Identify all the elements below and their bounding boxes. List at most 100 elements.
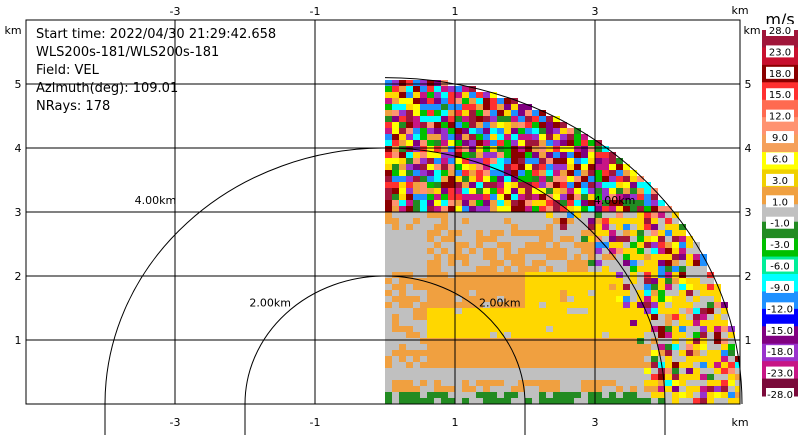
velocity-cell — [658, 224, 665, 230]
velocity-cell — [518, 350, 525, 356]
velocity-cell — [707, 326, 714, 332]
velocity-cell — [427, 320, 434, 326]
velocity-cell — [406, 392, 413, 398]
velocity-cell — [427, 314, 434, 320]
velocity-cell — [637, 398, 644, 404]
velocity-cell — [518, 254, 525, 260]
velocity-cell — [588, 338, 595, 344]
velocity-cell — [448, 116, 455, 122]
velocity-cell — [658, 248, 665, 254]
velocity-cell — [427, 290, 434, 296]
velocity-cell — [595, 326, 602, 332]
velocity-cell — [385, 116, 392, 122]
velocity-cell — [399, 344, 406, 350]
velocity-cell — [525, 212, 532, 218]
velocity-cell — [406, 104, 413, 110]
velocity-cell — [497, 242, 504, 248]
velocity-cell — [476, 218, 483, 224]
velocity-cell — [567, 398, 574, 404]
velocity-cell — [511, 392, 518, 398]
velocity-cell — [560, 158, 567, 164]
velocity-cell — [574, 248, 581, 254]
velocity-cell — [504, 350, 511, 356]
velocity-cell — [525, 164, 532, 170]
velocity-cell — [525, 290, 532, 296]
velocity-cell — [469, 188, 476, 194]
velocity-cell — [434, 230, 441, 236]
velocity-cell — [469, 260, 476, 266]
velocity-cell — [609, 236, 616, 242]
velocity-cell — [651, 320, 658, 326]
velocity-cell — [434, 320, 441, 326]
velocity-cell — [560, 242, 567, 248]
velocity-cell — [504, 224, 511, 230]
velocity-cell — [637, 218, 644, 224]
velocity-cell — [434, 140, 441, 146]
velocity-cell — [518, 152, 525, 158]
velocity-cell — [392, 134, 399, 140]
velocity-cell — [567, 290, 574, 296]
colorbar-label-bg — [766, 280, 794, 293]
velocity-cell — [420, 266, 427, 272]
velocity-cell — [560, 284, 567, 290]
velocity-cell — [518, 188, 525, 194]
velocity-cell — [553, 266, 560, 272]
velocity-cell — [511, 356, 518, 362]
velocity-cell — [476, 350, 483, 356]
velocity-cell — [504, 200, 511, 206]
velocity-cell — [665, 260, 672, 266]
velocity-cell — [483, 176, 490, 182]
velocity-cell — [406, 278, 413, 284]
velocity-cell — [497, 164, 504, 170]
velocity-cell — [427, 158, 434, 164]
velocity-cell — [679, 320, 686, 326]
velocity-cell — [567, 314, 574, 320]
velocity-cell — [455, 392, 462, 398]
velocity-cell — [511, 164, 518, 170]
velocity-cell — [490, 302, 497, 308]
velocity-cell — [399, 122, 406, 128]
velocity-cell — [483, 92, 490, 98]
velocity-cell — [476, 368, 483, 374]
velocity-cell — [609, 230, 616, 236]
velocity-cell — [532, 266, 539, 272]
velocity-cell — [539, 272, 546, 278]
y-tick-label-left: 3 — [15, 206, 22, 219]
velocity-cell — [714, 380, 721, 386]
velocity-cell — [511, 188, 518, 194]
velocity-cell — [595, 212, 602, 218]
velocity-cell — [616, 284, 623, 290]
velocity-cell — [588, 278, 595, 284]
velocity-cell — [434, 194, 441, 200]
velocity-cell — [413, 152, 420, 158]
velocity-cell — [651, 260, 658, 266]
velocity-cell — [511, 284, 518, 290]
velocity-cell — [539, 146, 546, 152]
y-unit-left: km — [4, 24, 21, 37]
velocity-cell — [672, 290, 679, 296]
velocity-cell — [455, 122, 462, 128]
velocity-cell — [665, 206, 672, 212]
velocity-cell — [574, 296, 581, 302]
velocity-cell — [581, 248, 588, 254]
velocity-cell — [658, 308, 665, 314]
velocity-cell — [483, 182, 490, 188]
velocity-cell — [441, 332, 448, 338]
velocity-cell — [637, 176, 644, 182]
velocity-cell — [399, 230, 406, 236]
velocity-cell — [441, 206, 448, 212]
velocity-cell — [483, 338, 490, 344]
velocity-cell — [623, 164, 630, 170]
velocity-cell — [616, 176, 623, 182]
velocity-cell — [441, 308, 448, 314]
velocity-cell — [448, 104, 455, 110]
velocity-cell — [490, 122, 497, 128]
velocity-cell — [427, 254, 434, 260]
velocity-cell — [518, 296, 525, 302]
velocity-cell — [476, 242, 483, 248]
velocity-cell — [392, 290, 399, 296]
velocity-cell — [462, 320, 469, 326]
velocity-cell — [427, 386, 434, 392]
velocity-cell — [735, 356, 740, 362]
velocity-cell — [504, 248, 511, 254]
